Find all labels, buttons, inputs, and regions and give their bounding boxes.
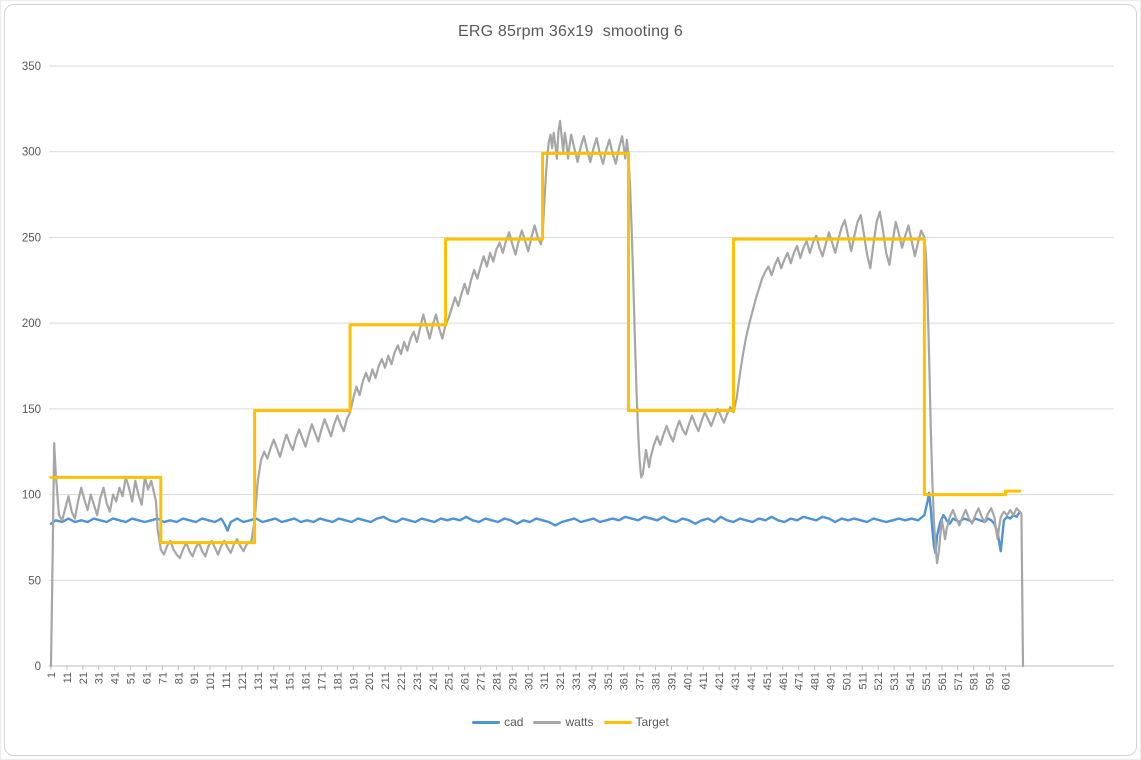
x-axis-tick-label: 311 [539,672,551,690]
x-axis-tick-label: 11 [62,672,74,683]
x-axis-tick-label: 301 [523,672,535,690]
x-axis-tick-label: 481 [810,672,822,690]
x-axis-tick-label: 51 [126,672,138,684]
x-axis-tick-label: 121 [237,672,249,690]
y-axis-tick-label: 300 [22,147,41,159]
x-axis-tick-label: 31 [94,672,106,684]
series-line-target [49,151,1022,545]
x-axis-tick-label: 151 [285,672,297,690]
x-axis-tick-label: 321 [555,672,567,690]
x-axis-tick-label: 171 [316,672,328,690]
x-axis-tick-label: 461 [778,672,790,690]
x-axis-tick-label: 491 [826,672,838,690]
y-axis-tick-label: 150 [22,404,41,416]
x-axis-tick-label: 201 [364,672,376,690]
x-axis-tick-label: 521 [873,672,885,690]
x-axis-tick-label: 141 [269,672,281,690]
x-axis-tick-label: 601 [1001,672,1013,690]
legend-swatch-watts [533,720,562,724]
legend-label-cad: cad [504,715,524,729]
x-axis-tick-label: 391 [666,672,678,690]
x-axis-tick-label: 91 [189,672,201,684]
x-axis-tick-label: 131 [253,672,265,690]
x-axis-tick-label: 361 [619,672,631,690]
x-axis-tick-label: 71 [157,672,169,684]
chart-area-frame[interactable] [4,4,1137,756]
x-axis-tick-label: 101 [205,672,217,690]
series-line-cad [49,491,1022,555]
y-axis-tick-label: 50 [28,575,41,587]
y-axis-tick-label: 200 [22,318,41,330]
legend-label-watts: watts [565,715,594,729]
x-axis-tick-label: 191 [348,672,360,690]
x-axis-tick-label: 421 [714,672,726,690]
x-axis-tick-label: 211 [380,672,392,690]
x-axis-tick-label: 441 [746,672,758,690]
x-axis-tick-label: 571 [953,672,965,690]
x-axis-tick-label: 331 [571,672,583,690]
x-axis-tick-label: 61 [141,672,153,684]
x-axis-tick-label: 561 [937,672,949,690]
x-axis-tick-label: 181 [332,672,344,690]
x-axis-tick-label: 271 [476,672,488,690]
series-line-watts [49,119,1025,668]
x-axis-tick-label: 501 [841,672,853,690]
x-axis-tick-label: 1 [46,672,58,678]
y-axis-tick-label: 100 [22,490,41,502]
x-axis-tick-label: 551 [921,672,933,690]
x-axis-tick-label: 581 [969,672,981,690]
x-axis-tick-label: 41 [110,672,122,684]
y-axis-tick-label: 250 [22,232,41,244]
x-axis-tick-label: 541 [905,672,917,690]
x-axis-tick-label: 241 [428,672,440,690]
legend-item-watts[interactable]: watts [533,715,594,729]
y-axis-tick-label: 350 [22,61,41,73]
legend-swatch-target [603,720,632,724]
legend-item-target[interactable]: Target [603,715,669,729]
x-axis-tick-label: 21 [78,672,90,684]
x-axis-tick-label: 371 [635,672,647,690]
x-axis-tick-label: 531 [889,672,901,690]
legend-item-cad[interactable]: cad [472,715,523,729]
chart-title: ERG 85rpm 36x19 smooting 6 [457,23,684,40]
x-axis-tick-label: 351 [603,672,615,690]
x-axis-tick-label: 451 [762,672,774,690]
x-axis-tick-label: 341 [587,672,599,690]
x-axis-tick-label: 591 [985,672,997,690]
chart-legend: cad watts Target [1,715,1140,729]
x-axis-tick-label: 161 [301,672,313,690]
x-axis-tick-label: 261 [460,672,472,690]
legend-swatch-cad [472,720,501,724]
y-axis-tick-label: 0 [35,661,41,673]
x-axis-tick-label: 251 [444,672,456,690]
x-axis-tick-label: 431 [730,672,742,690]
x-axis-tick-label: 471 [794,672,806,690]
legend-label-target: Target [635,715,669,729]
x-axis-tick-label: 111 [221,672,233,689]
x-axis-tick-label: 381 [651,672,663,690]
x-axis-tick-label: 281 [491,672,503,690]
x-axis-tick-label: 401 [682,672,694,690]
x-axis-tick-label: 291 [507,672,519,690]
x-axis-tick-label: 221 [396,672,408,690]
x-axis-tick-label: 81 [173,672,185,684]
x-axis-tick-label: 411 [698,672,710,690]
x-axis-tick-label: 231 [412,672,424,690]
x-axis-tick-label: 511 [857,672,869,690]
